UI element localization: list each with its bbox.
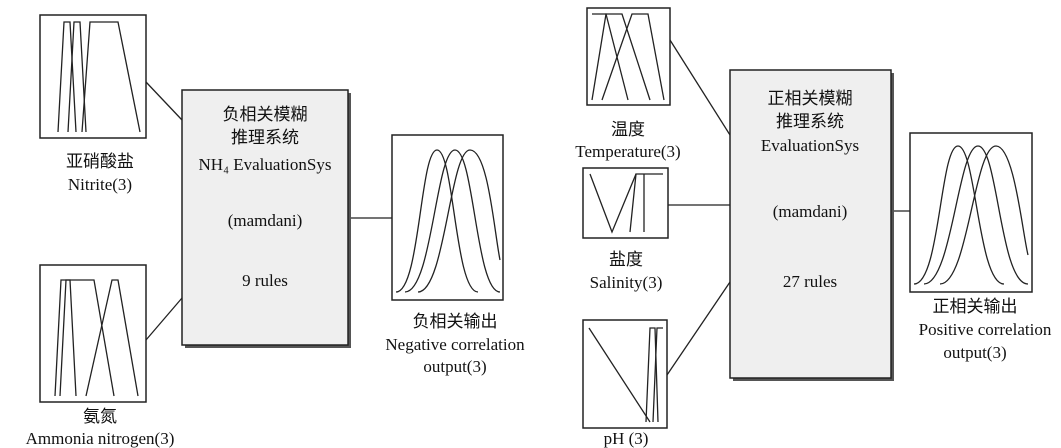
mf-curve	[85, 279, 139, 397]
mf-curve	[913, 145, 1005, 285]
membership-functions	[395, 149, 501, 293]
mf-curve	[645, 327, 659, 423]
connector	[669, 39, 731, 136]
input-label-cn: 温度	[611, 120, 645, 139]
membership-functions	[57, 21, 141, 133]
input-label-en: pH (3)	[604, 429, 649, 448]
engine-name: NH₄ EvaluationSys	[199, 155, 332, 174]
mf-curve	[57, 21, 77, 133]
connector	[145, 297, 183, 341]
engine-title: 负相关模糊	[223, 105, 308, 124]
mf-curve	[67, 21, 87, 133]
membership-functions	[54, 279, 139, 397]
mf-curve	[417, 149, 501, 293]
mf-curve	[588, 327, 651, 423]
input-label-en: Salinity(3)	[590, 273, 663, 292]
membership-functions	[591, 13, 665, 101]
mf-curve	[81, 21, 141, 133]
input-box	[582, 167, 669, 239]
engine-title: 推理系统	[231, 128, 299, 147]
output-label-en: output(3)	[423, 357, 486, 376]
input-box	[39, 14, 147, 139]
input-label-cn: 亚硝酸盐	[66, 152, 134, 171]
membership-functions	[913, 145, 1029, 285]
mf-curve	[923, 145, 1029, 285]
connector	[145, 81, 183, 121]
engine-title: 推理系统	[776, 112, 844, 131]
engine-name: EvaluationSys	[761, 136, 859, 155]
output-label-en: output(3)	[943, 343, 1006, 362]
mf-curve	[591, 13, 651, 101]
engine-box	[729, 69, 892, 379]
output-label-en: Positive correlation	[919, 320, 1052, 339]
mf-curve	[629, 173, 663, 233]
engine-rules: 27 rules	[783, 272, 837, 291]
membership-functions	[589, 173, 663, 234]
input-label-en: Temperature(3)	[575, 142, 680, 161]
output-label-cn: 负相关输出	[413, 312, 498, 331]
input-box	[39, 264, 147, 403]
engine-method: (mamdani)	[228, 211, 303, 230]
mf-curve	[404, 149, 501, 293]
mf-curve	[652, 327, 663, 423]
input-label-cn: 盐度	[609, 250, 643, 269]
input-label-cn: 氨氮	[83, 407, 117, 426]
mf-curve	[395, 149, 479, 293]
connector	[666, 281, 731, 376]
engine-rules: 9 rules	[242, 271, 288, 290]
output-label-en: Negative correlation	[385, 335, 525, 354]
engine-box	[181, 89, 349, 346]
input-label-en: Ammonia nitrogen(3)	[26, 429, 175, 448]
membership-functions	[588, 327, 663, 423]
mf-curve	[589, 173, 637, 234]
mf-curve	[54, 279, 115, 397]
connectors	[145, 39, 910, 376]
input-label-en: Nitrite(3)	[68, 175, 132, 194]
mf-curve	[592, 13, 629, 101]
output-label-cn: 正相关输出	[933, 297, 1018, 316]
engine-title: 正相关模糊	[768, 89, 853, 108]
mf-curve	[59, 279, 77, 397]
mf-curve	[939, 145, 1029, 285]
engine-method: (mamdani)	[773, 202, 848, 221]
